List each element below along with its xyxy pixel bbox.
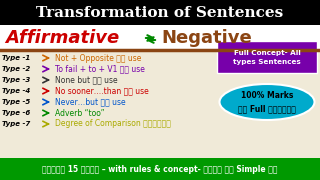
Text: Type -1: Type -1 xyxy=(2,55,30,61)
Text: To fail + to + V1 का use: To fail + to + V1 का use xyxy=(55,64,145,73)
Text: Full Concept- All
types Sentences: Full Concept- All types Sentences xyxy=(233,50,301,64)
Text: Negative: Negative xyxy=(161,29,252,47)
FancyBboxPatch shape xyxy=(0,158,320,180)
Text: None but का use: None but का use xyxy=(55,75,118,84)
Text: Adverb “too”: Adverb “too” xyxy=(55,109,105,118)
FancyBboxPatch shape xyxy=(0,25,320,50)
Ellipse shape xyxy=(220,84,315,120)
Text: Type -2: Type -2 xyxy=(2,66,30,72)
Text: Degree of Comparison द्वारा: Degree of Comparison द्वारा xyxy=(55,120,171,129)
Text: No sooner….than का use: No sooner….than का use xyxy=(55,87,149,96)
Text: Type -5: Type -5 xyxy=(2,99,30,105)
Text: 100% Marks
की Full गारंटी: 100% Marks की Full गारंटी xyxy=(238,91,296,113)
Text: Type -3: Type -3 xyxy=(2,77,30,83)
FancyBboxPatch shape xyxy=(0,0,320,25)
Text: Transformation of Sentences: Transformation of Sentences xyxy=(36,6,284,20)
Text: Never…but का use: Never…but का use xyxy=(55,98,126,107)
Text: Type -6: Type -6 xyxy=(2,110,30,116)
FancyBboxPatch shape xyxy=(217,41,317,73)
Text: सिर्फ 15 मिनट – with rules & concept- बहुत ही Simple है: सिर्फ 15 मिनट – with rules & concept- बह… xyxy=(42,165,278,174)
Text: Type -7: Type -7 xyxy=(2,121,30,127)
Text: Affirmative: Affirmative xyxy=(5,29,119,47)
Text: Not + Opposite का use: Not + Opposite का use xyxy=(55,53,141,62)
Text: Type -4: Type -4 xyxy=(2,88,30,94)
